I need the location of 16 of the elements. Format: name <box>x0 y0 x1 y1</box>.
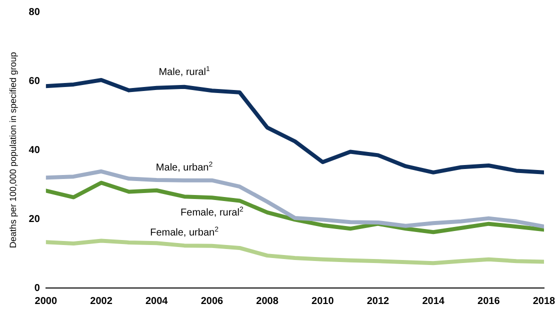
x-tick-label: 2000 <box>34 296 58 307</box>
y-tick-label: 80 <box>28 6 40 18</box>
x-tick-label: 2002 <box>90 296 113 307</box>
x-tick-label: 2004 <box>145 296 168 307</box>
x-tick-label: 2016 <box>478 296 500 307</box>
x-tick-label: 2010 <box>312 296 334 307</box>
x-tick-label: 2014 <box>422 296 445 307</box>
y-tick-label: 20 <box>28 214 40 225</box>
x-tick-label: 2006 <box>200 296 224 307</box>
x-tick-label: 2012 <box>366 296 390 307</box>
y-tick-label: 0 <box>34 282 40 294</box>
y-axis-title: Deaths per 100,000 population in specified group <box>8 52 18 248</box>
y-tick-label: 60 <box>28 76 40 87</box>
x-tick-label: 2008 <box>256 296 279 307</box>
x-tick-label: 2018 <box>532 296 556 307</box>
y-tick-label: 40 <box>28 144 40 156</box>
